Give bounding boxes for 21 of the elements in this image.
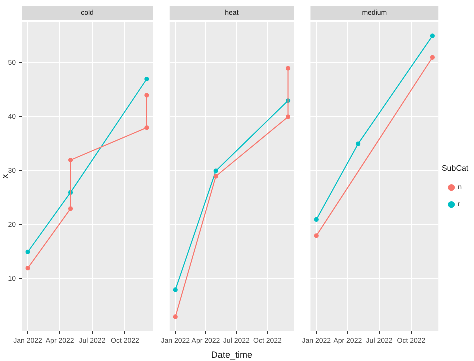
point <box>286 114 291 120</box>
point <box>214 174 218 179</box>
point <box>144 93 150 98</box>
point <box>26 266 30 271</box>
point <box>214 168 218 174</box>
point <box>144 126 150 130</box>
point <box>314 234 319 238</box>
y-axis-title: x <box>0 174 10 179</box>
point <box>173 314 178 320</box>
x-axis-title: Date_time <box>211 350 252 360</box>
point <box>68 206 74 212</box>
point <box>314 217 319 222</box>
point <box>430 55 435 60</box>
point <box>430 34 435 38</box>
point <box>356 142 361 146</box>
point <box>144 76 150 82</box>
point <box>286 66 291 71</box>
legend-title: SubCat <box>442 164 470 173</box>
point <box>68 158 74 163</box>
point <box>26 250 30 254</box>
point <box>173 288 178 292</box>
